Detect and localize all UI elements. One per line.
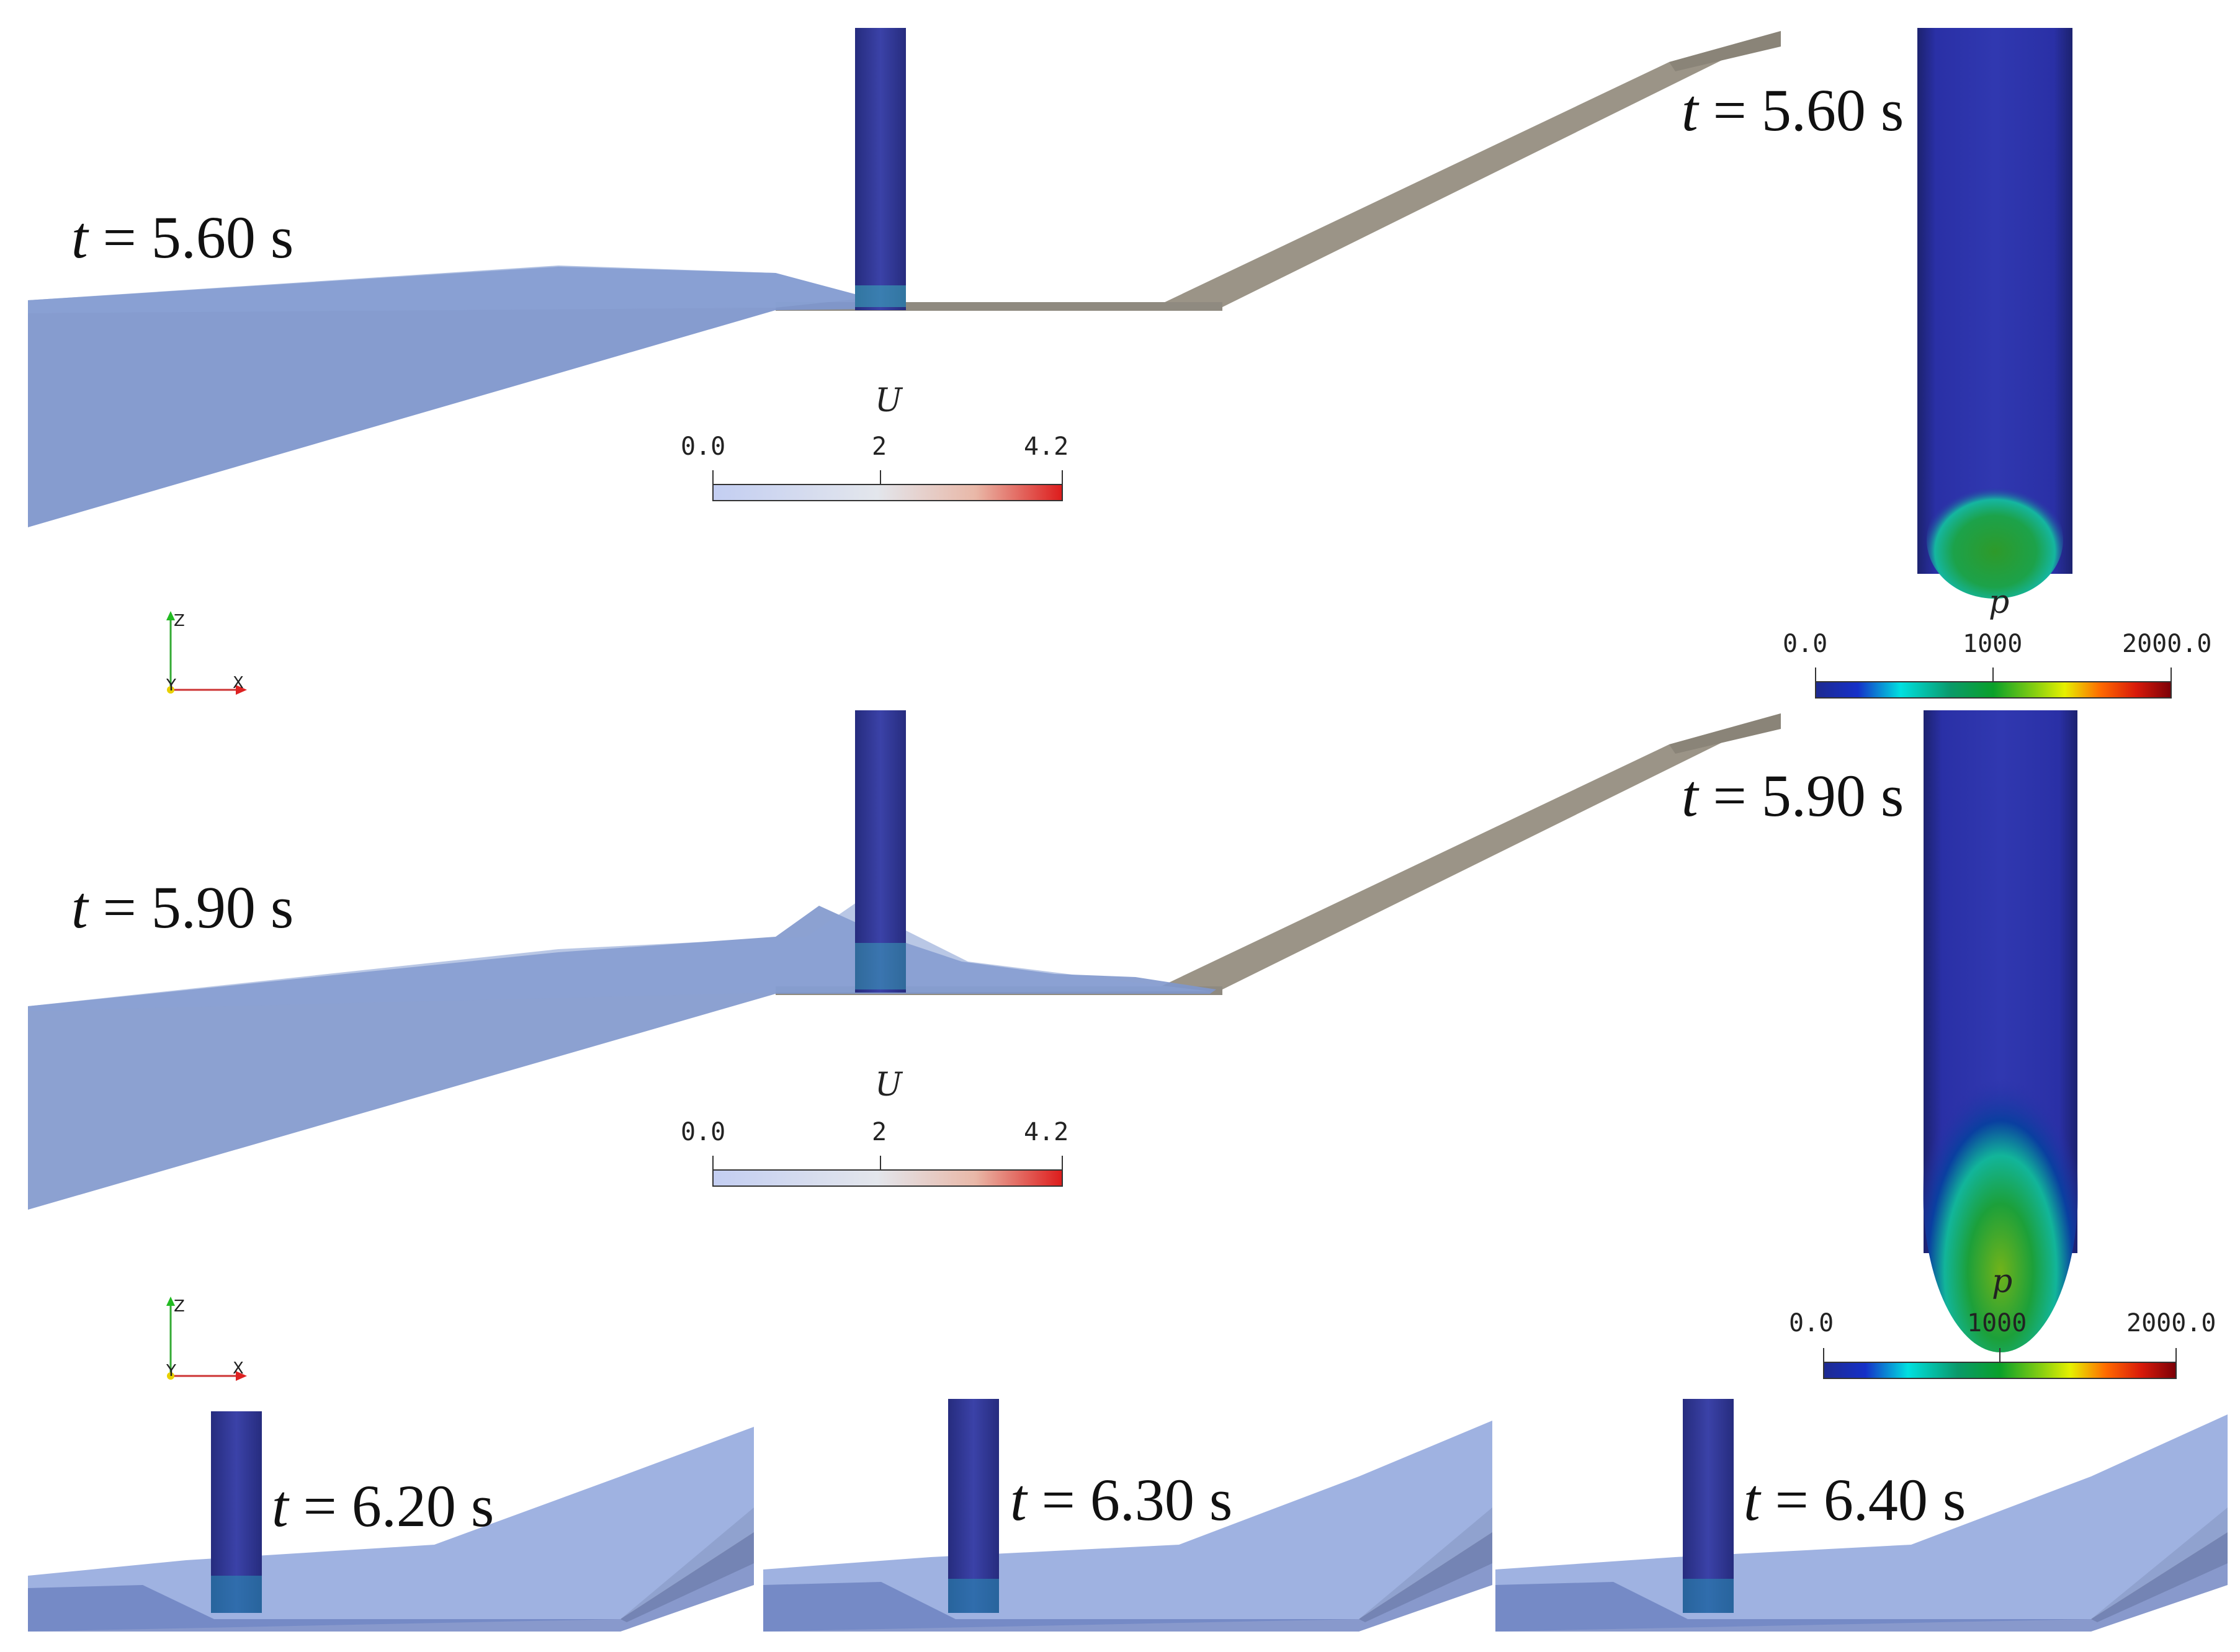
time-label-panel-2: t = 5.90 s [71,874,294,940]
panel-1-scene [28,28,1781,527]
cylinder-pile [855,28,906,310]
colorbar-tick-mark [1815,667,1816,681]
beach-slope-edge [1669,31,1781,71]
colorbar-tick-mark [712,1156,714,1169]
colorbar-tick-mark [2175,1348,2177,1362]
colorbar-title: p [1989,584,2010,621]
colorbar-tick-max: 2000.0 [2122,630,2212,658]
colorbar-tick-mid: 2 [872,1118,887,1146]
colorbar-tick-min: 0.0 [1783,630,1828,658]
pressure-blob [1927,481,2063,599]
colorbar-title: U [875,1066,902,1104]
pressure-view-2 [1923,710,2078,1352]
pile-waterline [948,1579,999,1613]
colorbar-tick-max: 4.2 [1024,1118,1069,1146]
velocity-colorbar-1-fill [712,484,1063,501]
axis-z-label: Z [174,1297,185,1316]
colorbar-tick-mark [712,470,714,484]
colorbar-tick-mark [1992,667,1994,681]
colorbar-tick-max: 2000.0 [2126,1309,2216,1337]
water-volume [763,1421,1492,1632]
cylinder-pile [1683,1399,1734,1613]
colorbar-tick-min: 0.0 [1789,1309,1834,1337]
pile-waterline [855,285,906,307]
cylinder-pile [948,1399,999,1613]
velocity-colorbar-2-fill [712,1169,1063,1187]
pile-waterline [855,943,906,989]
colorbar-tick-mark [880,470,881,484]
pile-waterline [1683,1579,1734,1613]
colorbar-tick-mark [1999,1348,2000,1362]
water-surface [28,903,1210,1011]
water-volume [28,1427,754,1632]
time-label-panel-1: t = 5.60 s [71,204,294,270]
colorbar-tick-mid: 1000 [1967,1309,2027,1337]
water-bed [1495,1532,2228,1632]
axis-x-label: X [233,1359,244,1378]
colorbar-frame [712,1169,1063,1187]
panel-2-scene [28,710,1781,1210]
pile-waterline [211,1576,262,1613]
colorbar-tick-mark [1062,470,1063,484]
panel-4-scene [763,1399,1492,1632]
water-bed [28,1532,754,1632]
time-label-panel-3: t = 6.20 s [272,1473,495,1539]
water-bed [763,1532,1492,1632]
colorbar-tick-min: 0.0 [681,432,726,461]
time-label-panel-5: t = 6.40 s [1744,1467,1966,1533]
colorbar-tick-mid: 1000 [1963,630,2023,658]
axis-x-label: X [233,674,244,692]
axes-triad-2 [166,1297,247,1381]
colorbar-frame [712,484,1063,501]
pressure-colorbar-2-fill [1823,1362,2177,1379]
water-volume [1495,1414,2228,1632]
pressure-view-1 [1917,28,2072,599]
colorbar-tick-mark [1823,1348,1824,1362]
pressure-blob [1923,1030,2078,1352]
colorbar-tick-mark [1062,1156,1063,1169]
colorbar-tick-mark [880,1156,881,1169]
panel-5-scene [1495,1399,2228,1632]
time-label-pressure-1: t = 5.60 s [1682,77,1904,143]
beach-slope-edge [1669,713,1781,754]
time-label-panel-4: t = 6.30 s [1010,1467,1233,1533]
pressure-colorbar-1-fill [1815,681,2172,699]
axis-z-label: Z [174,612,185,630]
axes-triad-1 [166,611,247,695]
beach-slope [1148,31,1781,310]
axis-y-label: Y [166,1362,176,1380]
colorbar-tick-mark [2171,667,2172,681]
panel-3-scene [28,1411,754,1632]
beach-slope [1148,713,1781,993]
colorbar-tick-mid: 2 [872,432,887,461]
water-surface [28,266,869,313]
colorbar-title: p [1992,1263,2013,1300]
colorbar-frame [1823,1362,2177,1379]
time-label-pressure-2: t = 5.90 s [1682,762,1904,829]
colorbar-tick-max: 4.2 [1024,432,1069,461]
colorbar-title: U [875,382,902,419]
water-volume [28,267,881,527]
axis-y-label: Y [166,676,176,695]
colorbar-tick-min: 0.0 [681,1118,726,1146]
colorbar-frame [1815,681,2172,699]
